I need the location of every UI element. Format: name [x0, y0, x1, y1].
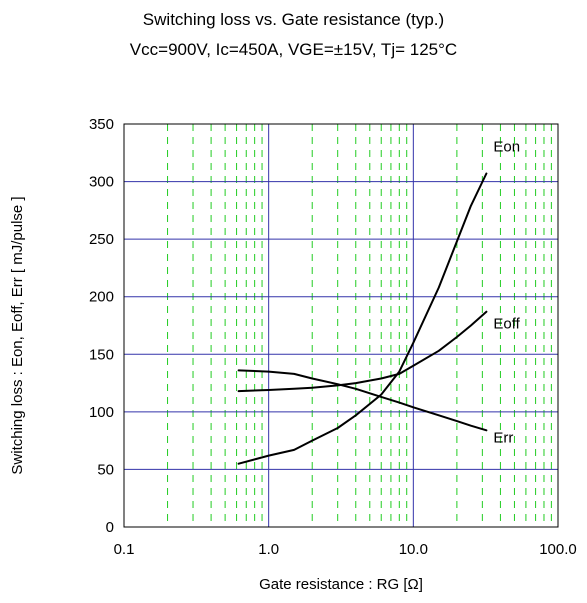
- series-layer: [237, 172, 488, 465]
- x-tick-label: 1.0: [258, 541, 279, 558]
- plot-frame: [123, 123, 559, 528]
- y-tick-label: 300: [89, 174, 114, 191]
- y-tick-label: 350: [89, 116, 114, 133]
- x-tick-label: 100.0: [539, 541, 577, 558]
- y-tick-labels: 0 50 100 150 200 250 300 350: [89, 116, 114, 536]
- y-tick-label: 150: [89, 346, 114, 363]
- chart-subtitle: Vcc=900V, Ic=450A, VGE=±15V, Tj= 125°C: [129, 40, 458, 59]
- series-line-err: [237, 369, 488, 432]
- y-tick-label: 100: [89, 404, 114, 421]
- series-line-eoff: [237, 310, 488, 393]
- y-tick-label: 0: [106, 519, 114, 536]
- series-label-eoff: Eoff: [493, 316, 520, 333]
- x-tick-labels: 0.1 1.0 10.0 100.0: [114, 541, 577, 558]
- y-axis-label: Switching loss : Eon, Eoff, Err [ mJ/pul…: [9, 196, 26, 474]
- series-labels: Eon Eoff Err: [493, 139, 520, 447]
- x-axis-label: Gate resistance : RG [Ω]: [259, 576, 423, 593]
- y-tick-label: 200: [89, 289, 114, 306]
- y-tick-label: 250: [89, 231, 114, 248]
- series-label-eon: Eon: [493, 139, 520, 156]
- x-tick-label: 10.0: [399, 541, 428, 558]
- x-tick-label: 0.1: [114, 541, 135, 558]
- chart-title: Switching loss vs. Gate resistance (typ.…: [142, 10, 445, 29]
- series-label-err: Err: [493, 429, 513, 446]
- series-line-eon: [237, 172, 488, 465]
- grid-layer: [124, 124, 558, 527]
- y-tick-label: 50: [97, 461, 114, 478]
